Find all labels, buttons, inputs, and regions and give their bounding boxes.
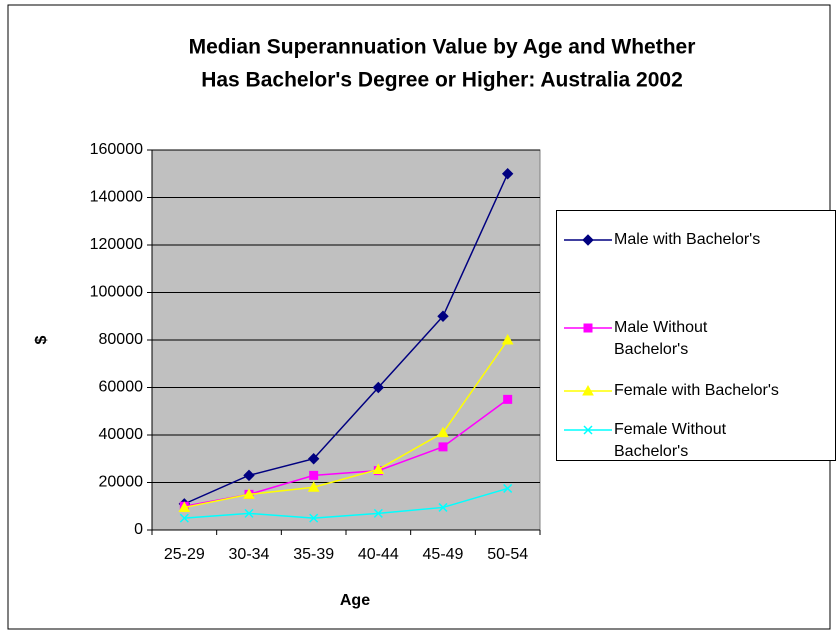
marker (307, 453, 320, 465)
marker (582, 234, 594, 246)
legend-label: Male Without Bachelor's (614, 319, 708, 358)
marker (307, 481, 320, 492)
series-line (184, 173, 509, 505)
y-tick-label: 140000 (90, 189, 143, 206)
y-axis-label: $ (33, 335, 50, 344)
y-tick-label: 120000 (90, 236, 143, 253)
marker (179, 513, 189, 523)
marker (503, 394, 513, 404)
x-tick-label: 30-34 (229, 546, 270, 563)
marker (583, 323, 593, 333)
x-tick-label: 40-44 (358, 546, 399, 563)
legend-label: Female with Bachelor's (614, 382, 779, 399)
y-tick-label: 0 (134, 521, 143, 538)
y-tick-label: 40000 (99, 426, 144, 443)
legend-swatch (564, 323, 612, 333)
marker (437, 426, 449, 438)
x-tick-label: 50-54 (487, 546, 528, 563)
x-axis-label: Age (340, 592, 370, 609)
marker (501, 333, 514, 345)
legend-label: Female Without Bachelor's (614, 421, 727, 460)
marker (501, 168, 514, 180)
marker (373, 508, 383, 518)
marker (243, 469, 255, 482)
legend-label: Male with Bachelor's (614, 231, 761, 248)
marker (244, 508, 254, 518)
marker (372, 463, 385, 474)
legend-swatch (564, 234, 612, 246)
x-tick-label: 35-39 (293, 546, 334, 563)
series-line (184, 339, 509, 509)
y-tick-label: 20000 (99, 474, 144, 491)
marker (309, 470, 319, 480)
y-tick-label: 60000 (99, 379, 144, 396)
legend: Male with Bachelor's Male Without Bachelo… (556, 210, 836, 461)
marker (438, 442, 448, 452)
y-tick-label: 100000 (90, 284, 143, 301)
marker (582, 384, 594, 396)
chart-title: Median Superannuation Value by Age and W… (189, 36, 696, 59)
chart-title: Has Bachelor's Degree or Higher: Austral… (201, 69, 683, 92)
marker (438, 502, 448, 512)
marker (178, 501, 191, 512)
marker (583, 425, 593, 435)
marker (372, 381, 385, 394)
marker (309, 513, 319, 523)
series-line (184, 487, 508, 519)
y-tick-label: 160000 (90, 141, 143, 158)
legend-swatch (564, 384, 612, 396)
x-tick-label: 45-49 (423, 546, 464, 563)
marker (437, 310, 449, 322)
x-tick-label: 25-29 (164, 546, 205, 563)
legend-swatch (564, 425, 612, 435)
marker (503, 483, 513, 493)
marker (243, 488, 255, 499)
y-tick-label: 80000 (99, 331, 144, 348)
